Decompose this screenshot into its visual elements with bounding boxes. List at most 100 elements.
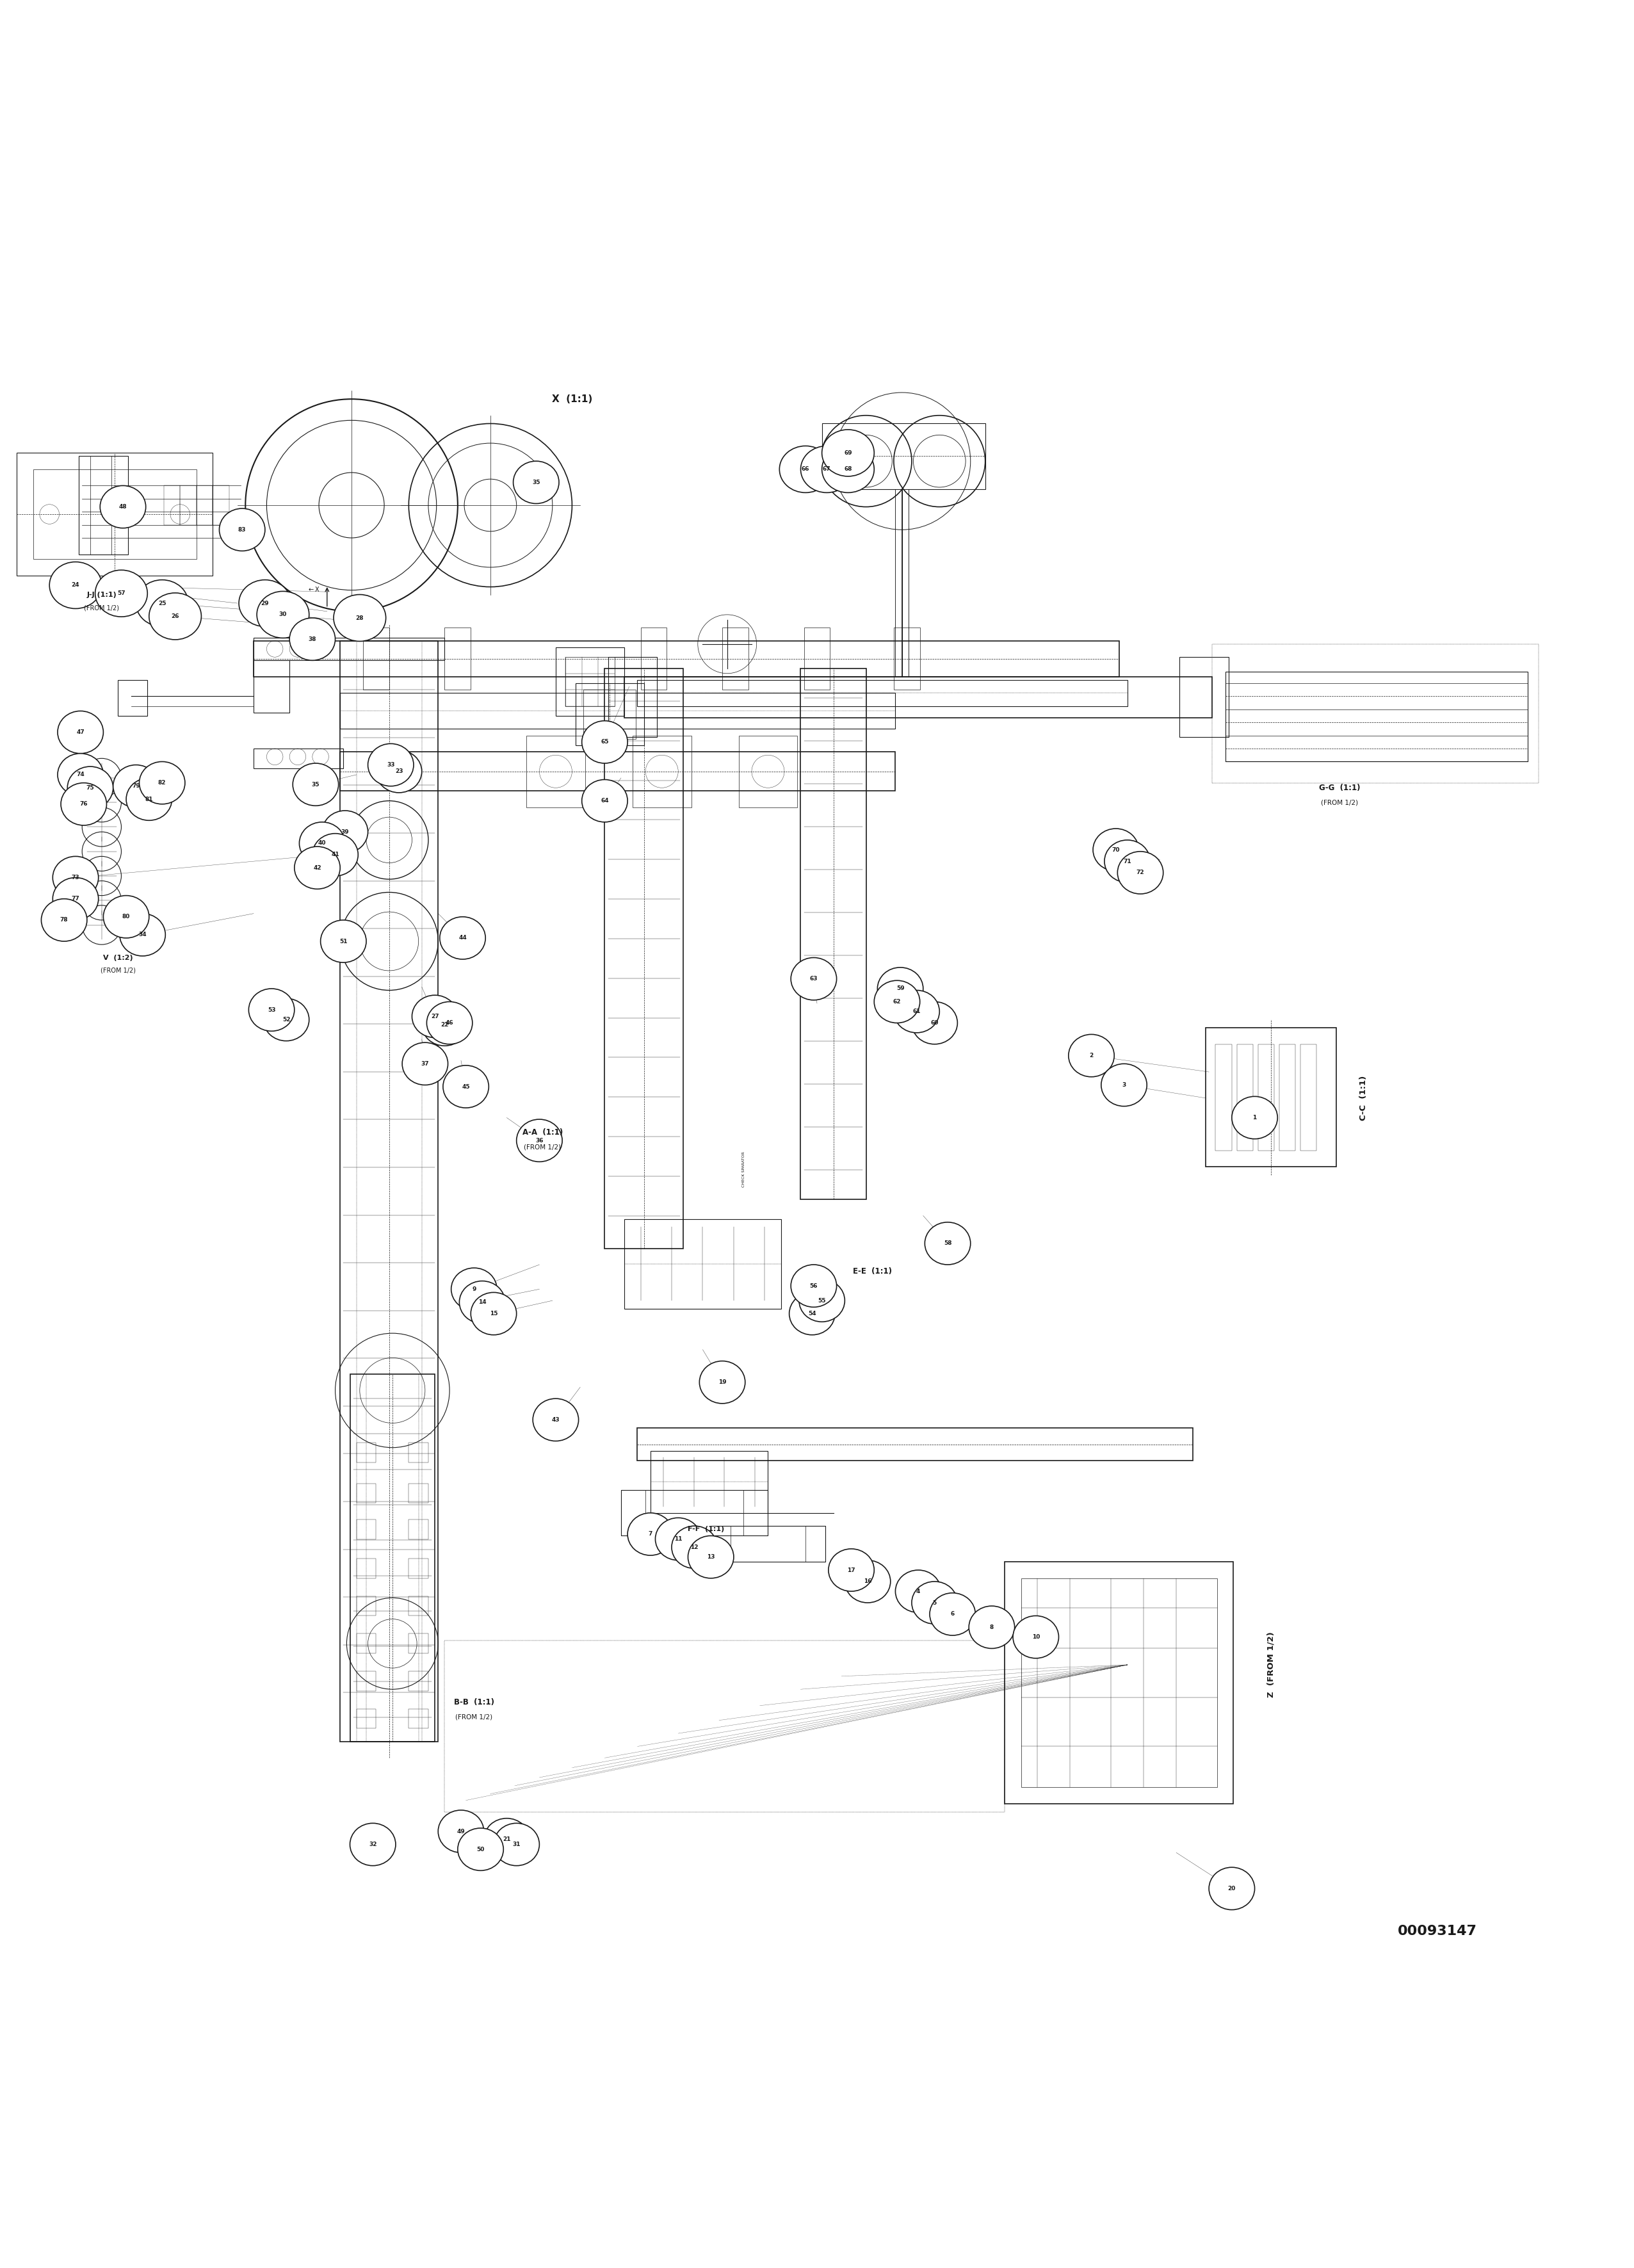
Text: (FROM 1/2): (FROM 1/2) bbox=[100, 968, 136, 973]
Ellipse shape bbox=[895, 1569, 941, 1613]
Bar bbox=[1180, 658, 1229, 737]
Text: 67: 67 bbox=[824, 467, 830, 472]
Ellipse shape bbox=[149, 592, 201, 640]
Bar bbox=[408, 1708, 428, 1728]
Ellipse shape bbox=[333, 594, 386, 642]
Bar bbox=[1301, 1043, 1317, 1150]
Ellipse shape bbox=[582, 721, 627, 764]
Text: 19: 19 bbox=[719, 1379, 727, 1386]
Ellipse shape bbox=[791, 1266, 837, 1306]
Ellipse shape bbox=[438, 1810, 484, 1853]
Text: 31: 31 bbox=[513, 1842, 521, 1848]
Text: (FROM 1/2): (FROM 1/2) bbox=[1320, 798, 1358, 805]
Bar bbox=[356, 1520, 376, 1540]
Bar bbox=[356, 1442, 376, 1463]
Bar bbox=[624, 676, 1212, 717]
Bar bbox=[641, 628, 667, 689]
Ellipse shape bbox=[294, 846, 340, 889]
Ellipse shape bbox=[877, 968, 923, 1009]
Bar bbox=[1279, 1043, 1296, 1150]
Ellipse shape bbox=[440, 916, 485, 959]
Text: 83: 83 bbox=[239, 526, 247, 533]
Ellipse shape bbox=[368, 744, 413, 787]
Bar bbox=[624, 1218, 781, 1309]
Ellipse shape bbox=[299, 821, 345, 864]
Text: 5: 5 bbox=[933, 1599, 936, 1606]
Text: 9: 9 bbox=[472, 1286, 475, 1293]
Ellipse shape bbox=[912, 1581, 958, 1624]
Bar bbox=[894, 628, 920, 689]
Text: 35: 35 bbox=[312, 782, 320, 787]
Ellipse shape bbox=[426, 1002, 472, 1043]
Bar bbox=[743, 1490, 768, 1535]
Bar bbox=[650, 1452, 768, 1513]
Bar bbox=[408, 1672, 428, 1692]
Bar bbox=[408, 1442, 428, 1463]
Ellipse shape bbox=[239, 581, 291, 626]
Text: 43: 43 bbox=[552, 1418, 560, 1422]
Ellipse shape bbox=[1069, 1034, 1114, 1077]
Bar bbox=[637, 680, 1127, 705]
Ellipse shape bbox=[322, 810, 368, 853]
Text: 62: 62 bbox=[894, 998, 900, 1005]
Ellipse shape bbox=[219, 508, 265, 551]
Ellipse shape bbox=[822, 429, 874, 476]
Text: 74: 74 bbox=[77, 771, 85, 778]
Text: 55: 55 bbox=[819, 1297, 825, 1304]
Ellipse shape bbox=[320, 921, 366, 962]
Ellipse shape bbox=[136, 581, 188, 626]
Ellipse shape bbox=[1118, 850, 1163, 894]
Text: 63: 63 bbox=[810, 975, 817, 982]
Bar bbox=[408, 1483, 428, 1504]
Bar bbox=[804, 628, 830, 689]
Ellipse shape bbox=[672, 1526, 717, 1569]
Text: 12: 12 bbox=[691, 1545, 698, 1549]
Ellipse shape bbox=[1232, 1095, 1278, 1139]
Bar bbox=[196, 485, 212, 524]
Text: 27: 27 bbox=[431, 1014, 440, 1018]
Bar bbox=[350, 1374, 435, 1742]
Text: 79: 79 bbox=[132, 782, 141, 789]
Bar bbox=[1226, 671, 1528, 762]
Ellipse shape bbox=[376, 751, 422, 792]
Bar bbox=[253, 642, 1119, 676]
Bar bbox=[16, 454, 212, 576]
Text: (FROM 1/2): (FROM 1/2) bbox=[83, 606, 119, 612]
Ellipse shape bbox=[582, 780, 627, 821]
Text: 32: 32 bbox=[369, 1842, 377, 1848]
Ellipse shape bbox=[57, 710, 103, 753]
Text: 26: 26 bbox=[172, 612, 180, 619]
Text: 73: 73 bbox=[72, 875, 80, 880]
Ellipse shape bbox=[894, 991, 940, 1032]
Ellipse shape bbox=[513, 460, 559, 503]
Ellipse shape bbox=[451, 1268, 497, 1311]
Text: 14: 14 bbox=[479, 1300, 487, 1304]
Text: 4: 4 bbox=[917, 1588, 920, 1594]
Ellipse shape bbox=[312, 835, 358, 875]
Bar bbox=[637, 1429, 1193, 1461]
Ellipse shape bbox=[67, 767, 113, 810]
Text: 45: 45 bbox=[462, 1084, 471, 1089]
Text: 33: 33 bbox=[387, 762, 395, 769]
Bar bbox=[363, 628, 389, 689]
Text: 78: 78 bbox=[60, 916, 69, 923]
Text: 41: 41 bbox=[332, 853, 340, 857]
Ellipse shape bbox=[688, 1535, 734, 1579]
Text: 50: 50 bbox=[477, 1846, 485, 1853]
Bar bbox=[408, 1597, 428, 1615]
Bar bbox=[408, 1633, 428, 1653]
Bar bbox=[711, 1526, 730, 1563]
Text: 75: 75 bbox=[87, 785, 95, 792]
Ellipse shape bbox=[443, 1066, 489, 1107]
Ellipse shape bbox=[257, 592, 309, 637]
Text: 24: 24 bbox=[72, 583, 80, 587]
Text: 2: 2 bbox=[1090, 1052, 1093, 1059]
Bar bbox=[408, 1558, 428, 1579]
Text: 38: 38 bbox=[309, 637, 317, 642]
Text: 29: 29 bbox=[261, 601, 270, 606]
Text: 35: 35 bbox=[533, 479, 541, 485]
Ellipse shape bbox=[493, 1823, 539, 1867]
Ellipse shape bbox=[41, 898, 87, 941]
Ellipse shape bbox=[828, 1549, 874, 1592]
Text: Z  (FROM 1/2): Z (FROM 1/2) bbox=[1266, 1633, 1275, 1699]
